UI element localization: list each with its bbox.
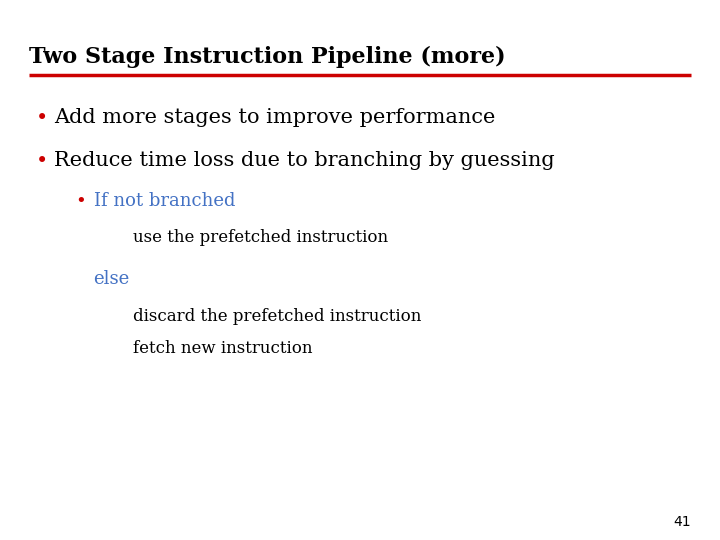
Text: If not branched: If not branched bbox=[94, 192, 235, 210]
Text: Add more stages to improve performance: Add more stages to improve performance bbox=[54, 108, 495, 127]
Text: use the prefetched instruction: use the prefetched instruction bbox=[133, 230, 388, 246]
Text: •: • bbox=[36, 151, 48, 171]
Text: Two Stage Instruction Pipeline (more): Two Stage Instruction Pipeline (more) bbox=[29, 46, 505, 68]
Text: •: • bbox=[36, 108, 48, 128]
Text: else: else bbox=[94, 270, 130, 288]
Text: •: • bbox=[76, 192, 86, 210]
Text: fetch new instruction: fetch new instruction bbox=[133, 340, 312, 357]
Text: 41: 41 bbox=[674, 515, 691, 529]
Text: Reduce time loss due to branching by guessing: Reduce time loss due to branching by gue… bbox=[54, 151, 554, 170]
Text: discard the prefetched instruction: discard the prefetched instruction bbox=[133, 308, 422, 325]
